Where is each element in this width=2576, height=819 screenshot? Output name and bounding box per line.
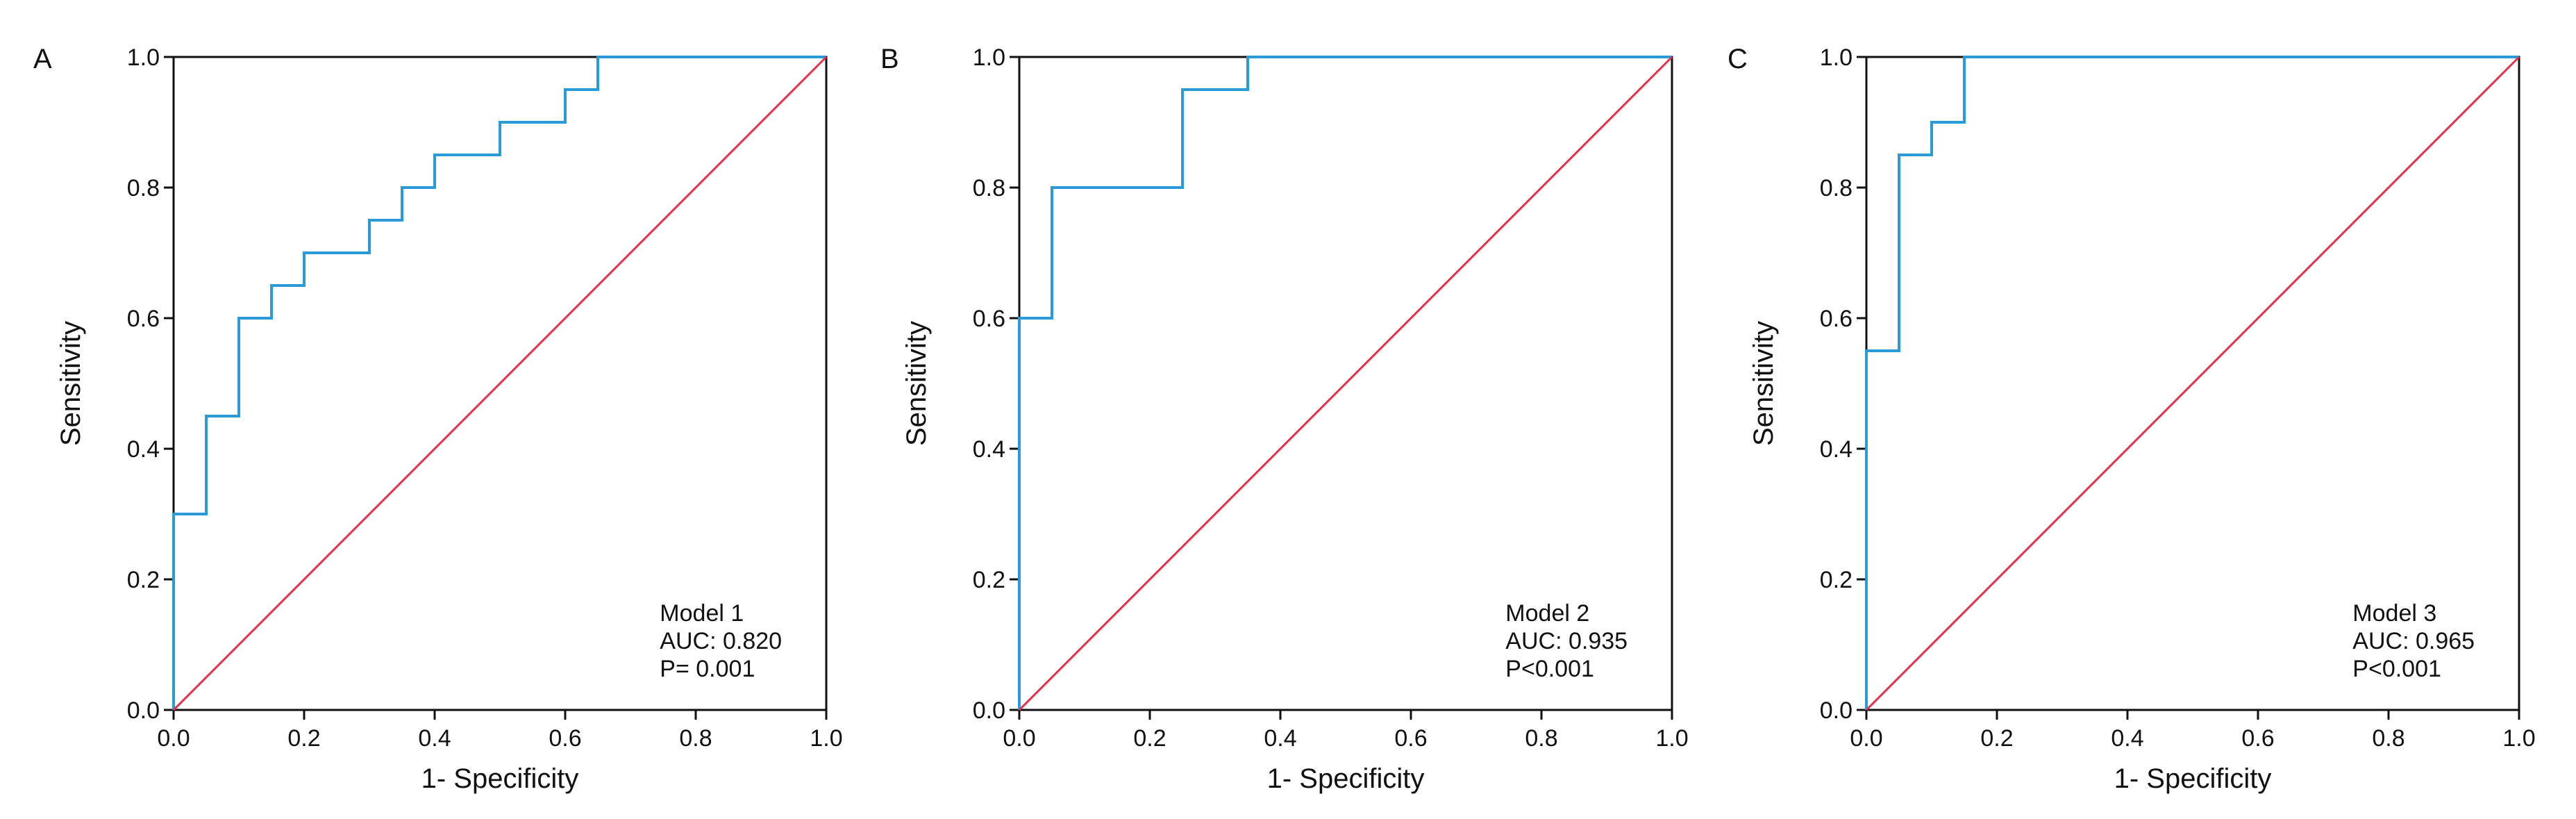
annotation-line: P<0.001 bbox=[1505, 656, 1594, 682]
y-tick-label: 1.0 bbox=[1820, 44, 1852, 71]
y-tick-label: 0.8 bbox=[973, 175, 1005, 201]
y-axis-title: Sensitivity bbox=[901, 321, 932, 446]
x-tick-label: 0.6 bbox=[2241, 725, 2274, 752]
roc-curve-line bbox=[1865, 56, 2519, 710]
x-tick-label: 0.0 bbox=[1003, 725, 1035, 752]
y-tick-label: 0.8 bbox=[127, 175, 160, 201]
x-axis-title: 1- Specificity bbox=[2114, 763, 2272, 794]
x-tick-label: 0.0 bbox=[157, 725, 190, 752]
y-axis-title: Sensitivity bbox=[1748, 321, 1779, 446]
y-tick-label: 0.6 bbox=[973, 306, 1005, 332]
x-tick-label: 0.8 bbox=[1525, 725, 1557, 752]
annotation-line: AUC: 0.935 bbox=[1505, 628, 1628, 654]
x-axis-title: 1- Specificity bbox=[421, 763, 579, 794]
x-tick-label: 0.4 bbox=[1264, 725, 1296, 752]
plot-frame bbox=[172, 56, 828, 711]
panel-a: A 0.0 0.2 0.4 0.6 0.8 1.0 0.0 0.2 0.4 0.6 0.8 1.0 1- … bbox=[33, 44, 843, 794]
y-tick-label: 0.8 bbox=[1820, 175, 1852, 201]
x-tick-label: 0.8 bbox=[679, 725, 712, 752]
y-tick-label: 0.0 bbox=[973, 697, 1005, 724]
x-tick-label: 1.0 bbox=[1655, 725, 1688, 752]
y-tick-label: 0.4 bbox=[1820, 436, 1852, 463]
annotation-line: AUC: 0.820 bbox=[660, 628, 782, 654]
panel-label: C bbox=[1728, 44, 1748, 74]
reference-diagonal-line bbox=[1865, 56, 2520, 711]
y-tick-label: 0.6 bbox=[1820, 306, 1852, 332]
y-tick-label: 1.0 bbox=[973, 44, 1005, 71]
roc-curve-line bbox=[1018, 56, 1672, 710]
y-tick-label: 0.6 bbox=[127, 306, 160, 332]
panel-c: C 0.0 0.2 0.4 0.6 0.8 1.0 0.0 0.2 0.4 0.6 0.8 1.0 1- … bbox=[1728, 44, 2536, 794]
panel-label: B bbox=[880, 44, 899, 74]
y-tick-label: 0.4 bbox=[973, 436, 1005, 463]
x-tick-label: 1.0 bbox=[2502, 725, 2535, 752]
y-tick-label: 0.2 bbox=[973, 567, 1005, 593]
y-tick-label: 0.2 bbox=[1820, 567, 1852, 593]
y-axis-title: Sensitivity bbox=[56, 321, 86, 446]
annotation-line: AUC: 0.965 bbox=[2352, 628, 2475, 654]
annotation-line: Model 2 bbox=[1505, 600, 1589, 627]
annotation-line: Model 3 bbox=[2352, 600, 2436, 627]
y-tick-label: 0.0 bbox=[1820, 697, 1852, 724]
x-tick-label: 0.6 bbox=[549, 725, 581, 752]
x-tick-label: 0.0 bbox=[1850, 725, 1882, 752]
x-tick-label: 0.2 bbox=[1980, 725, 2013, 752]
y-tick-label: 0.0 bbox=[127, 697, 160, 724]
roc-curve-line bbox=[172, 56, 826, 710]
y-tick-label: 1.0 bbox=[127, 44, 160, 71]
x-tick-label: 0.2 bbox=[1133, 725, 1166, 752]
y-tick-label: 0.2 bbox=[127, 567, 160, 593]
panel-b: B 0.0 0.2 0.4 0.6 0.8 1.0 0.0 0.2 0.4 0.6 0.8 1.0 1- … bbox=[880, 44, 1689, 794]
panel-label: A bbox=[33, 44, 52, 74]
x-axis-title: 1- Specificity bbox=[1267, 763, 1425, 794]
reference-diagonal-line bbox=[172, 56, 828, 711]
x-tick-label: 0.4 bbox=[418, 725, 451, 752]
annotation-line: P<0.001 bbox=[2352, 656, 2441, 682]
x-tick-label: 0.8 bbox=[2372, 725, 2404, 752]
x-tick-label: 0.6 bbox=[1394, 725, 1427, 752]
annotation-line: Model 1 bbox=[660, 600, 744, 627]
x-tick-label: 0.4 bbox=[2111, 725, 2143, 752]
annotation-line: P= 0.001 bbox=[660, 656, 755, 682]
reference-diagonal-line bbox=[1018, 56, 1673, 711]
y-tick-label: 0.4 bbox=[127, 436, 160, 463]
x-tick-label: 1.0 bbox=[810, 725, 842, 752]
x-tick-label: 0.2 bbox=[287, 725, 320, 752]
